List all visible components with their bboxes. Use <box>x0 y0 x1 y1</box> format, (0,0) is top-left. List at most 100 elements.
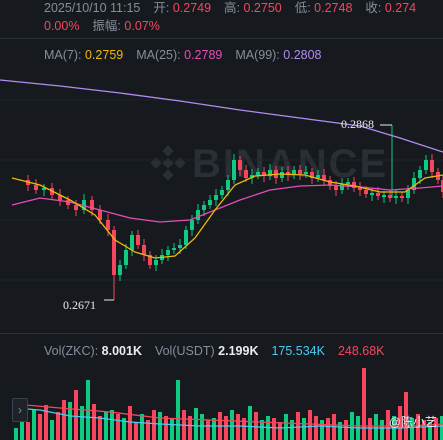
candle-body <box>310 172 314 178</box>
candle-body <box>298 170 302 174</box>
volume-bar <box>434 418 438 440</box>
volume-bar <box>50 420 54 440</box>
volume-bar <box>314 416 318 440</box>
volume-bar <box>176 380 180 440</box>
volume-bar <box>158 412 162 440</box>
candle-body <box>322 175 326 180</box>
ma25-line <box>11 184 443 223</box>
volume-chart[interactable] <box>0 360 443 440</box>
candle-body <box>268 170 272 176</box>
ma99-label: MA(99): <box>235 48 280 62</box>
volume-bar <box>326 418 330 440</box>
volume-bar <box>20 418 24 440</box>
volume-bar <box>224 416 228 440</box>
candle-body <box>148 255 152 265</box>
candle-body <box>130 235 134 250</box>
candlestick-chart[interactable] <box>0 60 443 335</box>
vol-ma5-value: 175.534K <box>271 344 325 358</box>
ma25-label: MA(25): <box>136 48 181 62</box>
close-label: 收: <box>365 1 382 15</box>
volume-bar <box>260 420 264 440</box>
volume-bar <box>38 414 42 440</box>
candle-body <box>430 160 434 172</box>
candle-body <box>214 195 218 200</box>
candle-body <box>304 172 308 174</box>
volume-bar <box>146 420 150 440</box>
candle-body <box>400 196 404 198</box>
change-value: 0.00% <box>44 19 80 33</box>
ma25-value: 0.2789 <box>184 48 223 62</box>
volume-bar <box>122 418 126 440</box>
volume-bar <box>398 406 402 440</box>
candle-body <box>256 172 260 175</box>
chevron-right-icon[interactable]: › <box>12 398 28 422</box>
candle-body <box>244 170 248 178</box>
candle-body <box>346 182 350 184</box>
amplitude-value: 0.07% <box>124 19 160 33</box>
volume-bar <box>74 390 78 440</box>
candle-body <box>208 200 212 205</box>
candle-body <box>178 245 182 248</box>
candle-body <box>154 260 158 265</box>
volume-bar <box>68 402 72 440</box>
candle-body <box>184 230 188 245</box>
volume-bar <box>32 410 36 440</box>
header-divider <box>0 38 443 39</box>
candle-body <box>316 175 320 178</box>
amplitude-label: 振幅: <box>92 19 121 33</box>
candle-body <box>196 210 200 220</box>
volume-bar <box>44 405 48 440</box>
ma-legend: MA(7): 0.2759 MA(25): 0.2789 MA(99): 0.2… <box>0 47 322 63</box>
volume-bar <box>62 400 66 440</box>
candle-body <box>66 200 70 205</box>
volume-bar <box>14 428 18 440</box>
candle-body <box>364 190 368 194</box>
volume-bar <box>344 420 348 440</box>
candle-body <box>82 200 86 210</box>
volume-bar <box>290 420 294 440</box>
volume-bar <box>56 412 60 440</box>
candle-body <box>406 190 410 198</box>
open-label: 开: <box>153 1 170 15</box>
volume-bar <box>380 420 384 440</box>
volume-bar <box>320 420 324 440</box>
volume-bar <box>26 422 30 440</box>
candle-body <box>412 178 416 190</box>
candle-body <box>286 172 290 175</box>
volume-bar <box>308 410 312 440</box>
volume-bar <box>92 404 96 440</box>
candle-body <box>172 248 176 250</box>
volume-bar <box>200 414 204 440</box>
volume-bar <box>404 392 408 440</box>
volume-ma5-line <box>13 407 443 429</box>
volume-bar <box>170 418 174 440</box>
vol-coin-label: Vol(ZKC): <box>44 344 99 358</box>
candle-body <box>238 160 242 170</box>
candle-body <box>42 188 46 190</box>
candle-body <box>334 186 338 190</box>
candle-body <box>376 193 380 196</box>
candle-body <box>382 195 386 197</box>
candle-body <box>142 245 146 255</box>
candle-body <box>98 210 102 220</box>
candle-body <box>74 205 78 210</box>
volume-bar <box>368 418 372 440</box>
volume-bar <box>194 408 198 440</box>
candle-body <box>232 160 236 180</box>
volume-bar <box>428 422 432 440</box>
vol-usdt-label: Vol(USDT) <box>154 344 215 358</box>
volume-bar <box>80 406 84 440</box>
volume-bar <box>254 412 258 440</box>
vol-usdt-value: 2.199K <box>218 344 259 358</box>
volume-bar <box>242 418 246 440</box>
volume-bar <box>236 414 240 440</box>
volume-bar <box>272 418 276 440</box>
volume-bar <box>284 414 288 440</box>
candle-body <box>370 193 374 195</box>
open-value: 0.2749 <box>172 1 212 15</box>
candle-body <box>220 190 224 195</box>
volume-bar <box>128 406 132 440</box>
volume-bar <box>188 416 192 440</box>
ma7-line <box>11 173 443 259</box>
candle-body <box>118 265 122 275</box>
